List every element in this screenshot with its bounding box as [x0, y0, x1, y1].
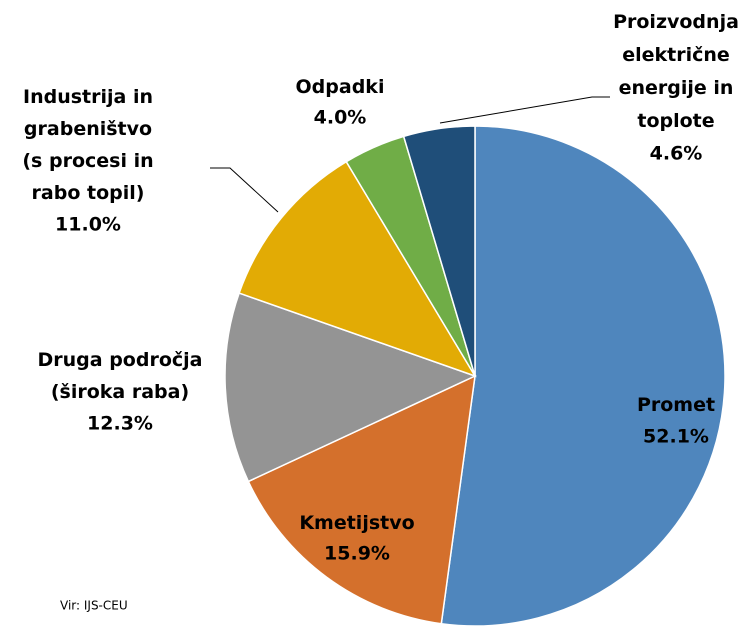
- slice-label-line: Kmetijstvo: [299, 512, 414, 534]
- slice-label-line: energije in: [619, 77, 734, 99]
- value-label: 12.3%: [87, 413, 153, 435]
- source-note: Vir: IJS-CEU: [60, 599, 128, 613]
- slice-label-line: toplote: [637, 110, 714, 132]
- slice-label-line: (s procesi in: [22, 150, 153, 172]
- slice-label: Proizvodnja električne energije in toplote: [613, 11, 739, 132]
- value-label: 4.0%: [314, 107, 367, 129]
- slice-label-line: grabeništvo: [24, 118, 152, 140]
- slice-label-line: Proizvodnja: [613, 11, 739, 33]
- slice-label: Odpadki: [296, 76, 385, 98]
- slice-label: Promet: [637, 394, 715, 416]
- slice-label: Kmetijstvo: [299, 512, 414, 534]
- slice-label-line: Odpadki: [296, 76, 385, 98]
- value-label: 11.0%: [55, 214, 121, 236]
- leader-line: [210, 167, 279, 213]
- slice-label-line: električne: [622, 44, 730, 66]
- pie-slice: [402, 125, 476, 377]
- value-label: 52.1%: [643, 426, 709, 448]
- value-label: 4.6%: [650, 143, 703, 165]
- pie-slice: [224, 292, 477, 483]
- pie-slice: [247, 374, 476, 625]
- pie-slice: [238, 160, 477, 378]
- leader-line: [439, 96, 610, 124]
- pie-slice: [440, 125, 726, 627]
- slice-label: Industrija in grabeništvo (s procesi in rab…: [22, 86, 153, 204]
- slice-label-line: rabo topil): [32, 182, 145, 204]
- slice-label-line: Druga področja: [38, 349, 203, 371]
- slice-label: Druga področja (široka raba): [38, 349, 203, 403]
- slice-label-line: (široka raba): [51, 381, 189, 403]
- slice-label-line: Industrija in: [23, 86, 153, 108]
- slice-label-line: Promet: [637, 394, 715, 416]
- value-label: 15.9%: [324, 543, 390, 565]
